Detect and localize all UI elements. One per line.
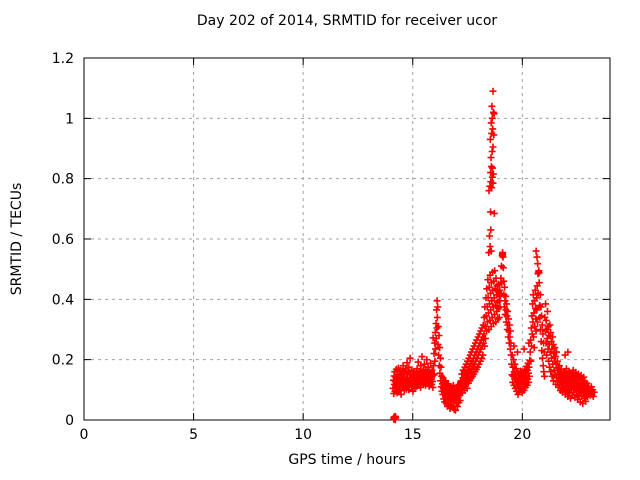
x-tick-label: 0 — [80, 427, 89, 443]
y-tick-label: 0.4 — [52, 292, 74, 308]
chart-title: Day 202 of 2014, SRMTID for receiver uco… — [196, 13, 498, 29]
x-tick-label: 5 — [189, 427, 198, 443]
y-tick-label: 1.2 — [52, 51, 74, 67]
x-tick-labels: 0 5 10 15 20 — [80, 427, 532, 443]
y-tick-label: 1 — [65, 111, 74, 127]
x-tick-label: 10 — [294, 427, 312, 443]
y-tick-label: 0 — [65, 413, 74, 429]
axis-ticks — [83, 57, 610, 421]
x-tick-label: 20 — [513, 427, 531, 443]
scatter-points — [389, 87, 598, 424]
y-tick-label: 0.2 — [52, 353, 74, 369]
grid-lines — [84, 58, 610, 420]
y-tick-label: 0.6 — [52, 232, 74, 248]
x-tick-label: 15 — [404, 427, 422, 443]
y-tick-labels: 0 0.2 0.4 0.6 0.8 1 1.2 — [52, 51, 74, 429]
y-tick-label: 0.8 — [52, 172, 74, 188]
x-axis-label: GPS time / hours — [288, 452, 406, 468]
